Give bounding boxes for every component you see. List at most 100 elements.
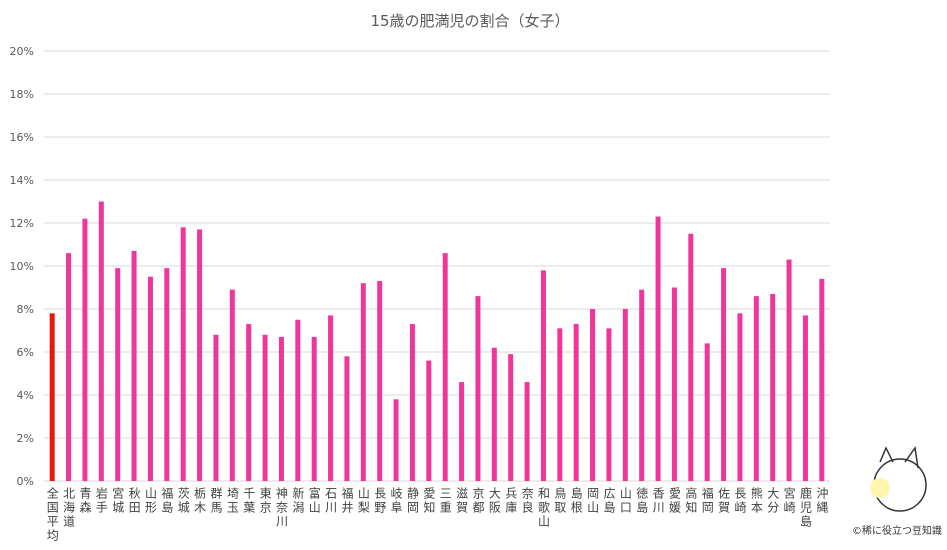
x-tick-label: 北海道 — [62, 487, 76, 529]
x-tick-label: 福島 — [160, 486, 174, 515]
bar — [164, 268, 170, 481]
x-tick-label: 山梨 — [356, 487, 370, 515]
bar — [737, 313, 743, 481]
x-tick-label: 岐阜 — [389, 487, 403, 515]
x-tick-label: 大分 — [766, 487, 780, 515]
bar — [753, 296, 759, 481]
x-tick-label: 宮城 — [111, 486, 125, 515]
x-tick-label: 福井 — [340, 486, 354, 515]
bar — [311, 336, 317, 481]
bar — [426, 360, 432, 481]
bar — [770, 293, 776, 481]
bar — [377, 281, 383, 481]
x-tick-label: 秋田 — [127, 487, 141, 515]
y-tick-label: 2% — [17, 432, 34, 445]
bar — [508, 354, 514, 481]
x-tick-label: 和歌山 — [536, 487, 550, 529]
x-tick-label: 岡山 — [586, 487, 600, 515]
mascot — [870, 446, 927, 512]
chart-title: 15歳の肥満児の割合（女子） — [370, 12, 569, 30]
bar — [147, 276, 153, 481]
bar — [655, 216, 661, 482]
bar — [622, 309, 628, 481]
bar — [704, 343, 710, 481]
bar — [540, 270, 546, 481]
x-tick-label: 鳥取 — [553, 486, 567, 515]
x-tick-label: 岩手 — [94, 486, 108, 515]
y-tick-label: 14% — [10, 174, 34, 187]
x-tick-label: 群馬 — [209, 487, 223, 515]
bar — [557, 328, 563, 481]
bar — [786, 259, 792, 481]
x-tick-label: 愛知 — [422, 487, 436, 515]
y-tick-label: 10% — [10, 260, 34, 273]
bar — [573, 324, 579, 481]
x-tick-label: 兵庫 — [504, 487, 518, 515]
bar — [491, 347, 497, 481]
x-tick-label: 高知 — [684, 486, 698, 515]
y-tick-label: 8% — [17, 303, 34, 316]
bar — [524, 382, 530, 481]
x-tick-label: 石川 — [324, 487, 338, 515]
bar — [721, 268, 727, 481]
bar — [180, 227, 186, 481]
bar — [590, 309, 596, 481]
bar — [344, 356, 350, 481]
x-tick-label: 千葉 — [242, 487, 256, 515]
x-tick-label: 三重 — [438, 487, 452, 515]
x-tick-label: 長崎 — [733, 487, 747, 515]
bar — [66, 253, 72, 481]
bar — [459, 382, 465, 481]
bar — [82, 218, 88, 481]
x-tick-label: 佐賀 — [717, 487, 731, 515]
y-tick-label: 4% — [17, 389, 34, 402]
x-tick-label: 東京 — [258, 487, 272, 515]
bar — [802, 315, 808, 481]
bar — [197, 229, 203, 481]
bar — [639, 289, 645, 481]
x-tick-label: 山口 — [618, 487, 632, 515]
x-tick-label: 徳島 — [635, 486, 649, 515]
bar — [688, 233, 694, 481]
bar — [213, 334, 219, 481]
x-tick-label: 沖縄 — [815, 487, 829, 515]
x-tick-label: 香川 — [651, 487, 665, 515]
bar — [131, 250, 137, 481]
x-tick-label: 青森 — [78, 487, 92, 515]
x-tick-label: 京都 — [471, 487, 485, 515]
x-tick-label: 福岡 — [700, 486, 714, 515]
bar — [360, 283, 366, 481]
bar — [229, 289, 235, 481]
bar — [475, 296, 481, 481]
x-tick-label: 大阪 — [487, 487, 501, 515]
bar — [819, 278, 825, 481]
y-tick-label: 6% — [17, 346, 34, 359]
bar — [246, 324, 252, 481]
bar — [442, 253, 448, 481]
x-tick-label: 宮崎 — [782, 486, 796, 515]
y-tick-label: 12% — [10, 217, 34, 230]
x-tick-label: 奈良 — [520, 487, 534, 515]
y-tick-label: 20% — [10, 45, 34, 58]
x-tick-label: 神奈川 — [274, 487, 288, 529]
bar — [49, 313, 55, 481]
bar — [328, 315, 334, 481]
x-tick-label: 島根 — [569, 486, 583, 515]
bar — [671, 287, 677, 481]
y-tick-label: 16% — [10, 131, 34, 144]
bar — [295, 319, 301, 481]
x-tick-label: 埼玉 — [225, 487, 239, 515]
credit: ©稀に役立つ豆知識 — [852, 524, 942, 537]
bar — [409, 324, 415, 481]
bar — [278, 336, 284, 481]
x-tick-label: 長野 — [373, 487, 387, 515]
x-tick-label: 静岡 — [405, 487, 419, 515]
bar — [393, 399, 399, 481]
bar — [98, 201, 104, 481]
x-tick-label: 全国平均 — [45, 486, 59, 543]
x-tick-label: 栃木 — [193, 487, 207, 515]
x-tick-label: 愛媛 — [667, 487, 681, 515]
bar — [115, 268, 121, 481]
x-tick-label: 茨城 — [176, 487, 190, 515]
